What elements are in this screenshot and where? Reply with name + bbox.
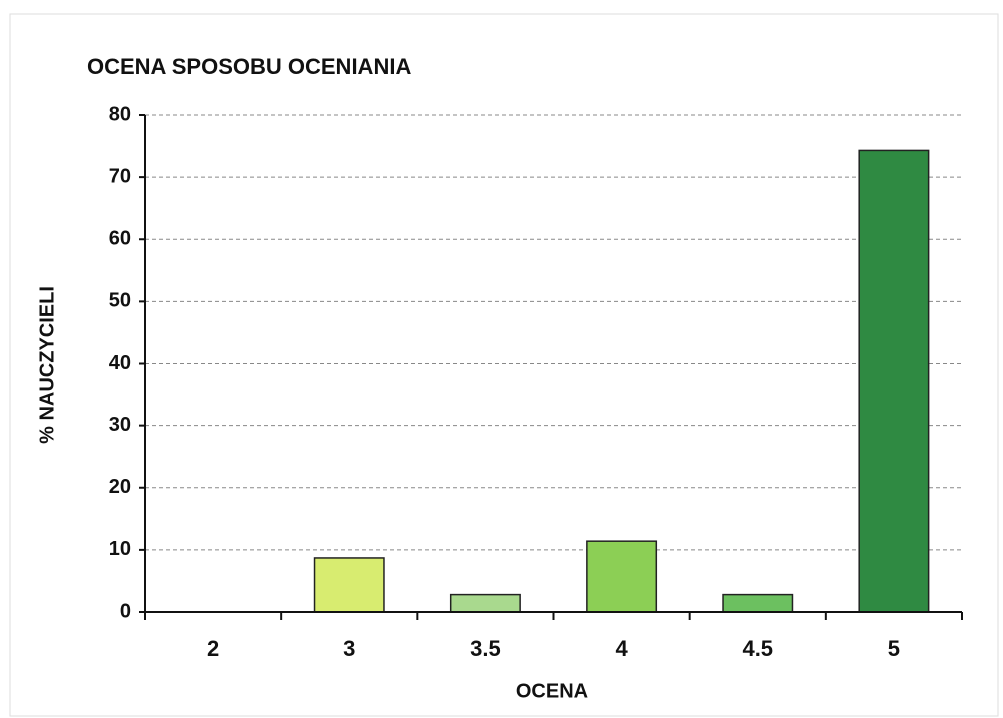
x-axis-label: OCENA [516,680,588,702]
bar [722,593,794,613]
y-tick-label: 50 [109,290,131,312]
y-tick-label: 60 [109,228,131,250]
bar [586,540,658,613]
x-tick-label: 3 [343,636,355,661]
chart-title: OCENA SPOSOBU OCENIANIA [87,54,411,79]
bar [449,593,521,613]
bar [858,149,930,613]
bar [313,557,385,613]
x-tick-label: 3.5 [470,636,501,661]
x-tick-label: 4 [615,636,628,661]
y-tick-label: 80 [109,103,131,125]
y-axis-label: % NAUCZYCIELI [36,286,58,444]
y-tick-label: 40 [109,352,131,374]
x-tick-label: 5 [888,636,900,661]
x-tick-label: 4.5 [742,636,773,661]
y-tick-label: 20 [109,476,131,498]
x-tick-label: 2 [207,636,219,661]
y-tick-label: 30 [109,414,131,436]
y-tick-label: 0 [120,600,131,622]
y-tick-label: 10 [109,538,131,560]
y-tick-label: 70 [109,165,131,187]
